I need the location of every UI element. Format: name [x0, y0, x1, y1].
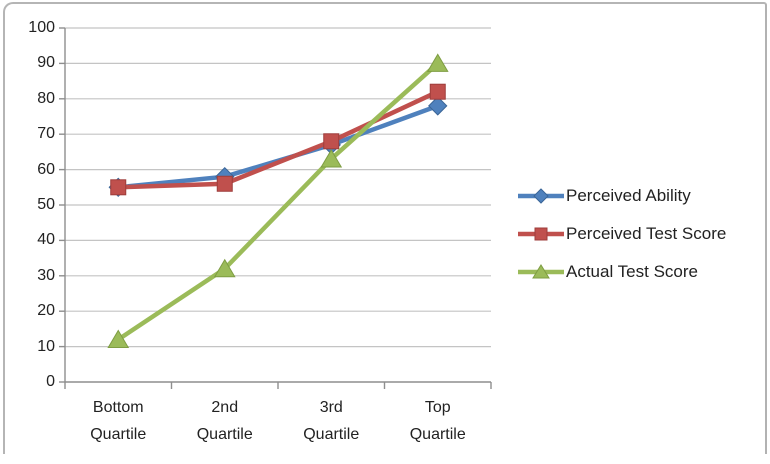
triangle-marker-icon	[213, 258, 236, 278]
y-axis-tick-label: 20	[37, 302, 55, 320]
legend-item: Perceived Ability	[517, 177, 726, 215]
legend: Perceived Ability Perceived Test Score Act…	[517, 177, 726, 291]
legend-label: Perceived Test Score	[566, 224, 727, 243]
x-axis-category-label: Bottom Quartile	[90, 399, 147, 443]
legend-item: Actual Test Score	[517, 253, 726, 291]
y-axis-tick-label: 10	[37, 337, 55, 355]
y-axis-tick-label: 50	[37, 196, 55, 213]
y-axis-tick-label: 60	[37, 160, 55, 178]
square-marker-icon	[216, 175, 233, 192]
series-line	[116, 61, 440, 342]
square-marker-icon	[323, 133, 340, 150]
legend-square-marker-icon	[518, 227, 564, 241]
x-axis-category-label: 2nd Quartile	[196, 399, 253, 443]
y-axis-tick-label: 70	[37, 125, 55, 143]
x-axis-category-label: 3rd Quartile	[303, 399, 360, 443]
diamond-marker-icon	[428, 96, 448, 116]
legend-label: Actual Test Score	[566, 262, 698, 281]
y-axis-tick-label: 0	[46, 373, 55, 390]
y-axis-tick-label: 90	[37, 54, 55, 72]
triangle-marker-icon	[426, 53, 449, 72]
y-axis-tick-label: 80	[37, 89, 55, 107]
triangle-marker-icon	[107, 329, 130, 349]
legend-item: Perceived Test Score	[517, 215, 726, 253]
legend-triangle-marker-icon	[518, 264, 564, 279]
series-line	[116, 89, 440, 190]
y-axis-tick-label: 40	[37, 231, 55, 249]
triangle-marker-icon	[320, 148, 343, 168]
legend-label: Perceived Ability	[566, 186, 691, 205]
series-line	[116, 103, 440, 190]
legend-diamond-marker-icon	[518, 188, 564, 204]
square-marker-icon	[429, 83, 446, 100]
y-axis-tick-label: 100	[28, 19, 55, 36]
y-axis-tick-label: 30	[37, 266, 55, 284]
x-axis-category-label: Top Quartile	[409, 399, 466, 443]
square-marker-icon	[110, 179, 127, 196]
